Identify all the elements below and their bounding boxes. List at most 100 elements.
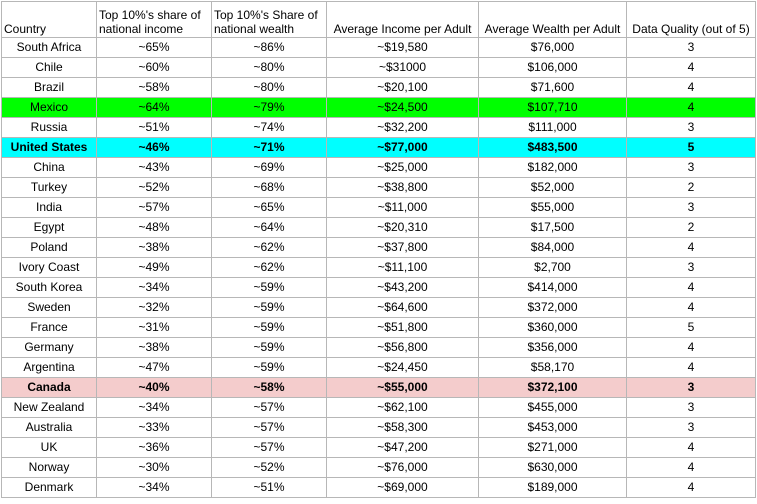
cell-data-quality[interactable]: 2 [626,217,756,238]
cell-income-share[interactable]: ~34% [96,477,212,498]
cell-data-quality[interactable]: 4 [626,77,756,98]
cell-avg-wealth[interactable]: $2,700 [478,257,627,278]
cell-avg-income[interactable]: ~$20,100 [326,77,479,98]
cell-avg-wealth[interactable]: $58,170 [478,357,627,378]
header-income-share[interactable]: Top 10%'s share of national income [96,1,212,38]
cell-avg-income[interactable]: ~$24,500 [326,97,479,118]
cell-avg-income[interactable]: ~$19,580 [326,37,479,58]
header-wealth-share[interactable]: Top 10%'s Share of national wealth [211,1,327,38]
cell-income-share[interactable]: ~65% [96,37,212,58]
cell-avg-income[interactable]: ~$38,800 [326,177,479,198]
cell-avg-wealth[interactable]: $106,000 [478,57,627,78]
cell-country[interactable]: Ivory Coast [1,257,97,278]
cell-wealth-share[interactable]: ~74% [211,117,327,138]
cell-data-quality[interactable]: 4 [626,97,756,118]
cell-data-quality[interactable]: 5 [626,137,756,158]
header-country[interactable]: Country [1,1,97,38]
cell-avg-wealth[interactable]: $52,000 [478,177,627,198]
cell-data-quality[interactable]: 3 [626,197,756,218]
cell-data-quality[interactable]: 3 [626,117,756,138]
header-avg-wealth[interactable]: Average Wealth per Adult [478,1,627,38]
cell-data-quality[interactable]: 4 [626,477,756,498]
cell-avg-income[interactable]: ~$77,000 [326,137,479,158]
cell-income-share[interactable]: ~36% [96,437,212,458]
cell-income-share[interactable]: ~60% [96,57,212,78]
cell-avg-wealth[interactable]: $182,000 [478,157,627,178]
cell-income-share[interactable]: ~38% [96,237,212,258]
cell-income-share[interactable]: ~33% [96,417,212,438]
cell-wealth-share[interactable]: ~59% [211,337,327,358]
cell-wealth-share[interactable]: ~52% [211,457,327,478]
cell-data-quality[interactable]: 4 [626,337,756,358]
cell-avg-income[interactable]: ~$56,800 [326,337,479,358]
cell-wealth-share[interactable]: ~65% [211,197,327,218]
cell-country[interactable]: South Korea [1,277,97,298]
cell-avg-wealth[interactable]: $453,000 [478,417,627,438]
cell-avg-wealth[interactable]: $71,600 [478,77,627,98]
cell-income-share[interactable]: ~51% [96,117,212,138]
cell-wealth-share[interactable]: ~59% [211,297,327,318]
cell-avg-wealth[interactable]: $455,000 [478,397,627,418]
cell-avg-income[interactable]: ~$20,310 [326,217,479,238]
cell-wealth-share[interactable]: ~59% [211,277,327,298]
cell-income-share[interactable]: ~58% [96,77,212,98]
cell-avg-wealth[interactable]: $630,000 [478,457,627,478]
cell-country[interactable]: United States [1,137,97,158]
cell-data-quality[interactable]: 4 [626,237,756,258]
cell-wealth-share[interactable]: ~69% [211,157,327,178]
cell-wealth-share[interactable]: ~80% [211,77,327,98]
cell-data-quality[interactable]: 3 [626,257,756,278]
cell-data-quality[interactable]: 4 [626,277,756,298]
cell-income-share[interactable]: ~40% [96,377,212,398]
cell-income-share[interactable]: ~47% [96,357,212,378]
cell-avg-income[interactable]: ~$55,000 [326,377,479,398]
cell-avg-wealth[interactable]: $76,000 [478,37,627,58]
cell-income-share[interactable]: ~46% [96,137,212,158]
cell-income-share[interactable]: ~49% [96,257,212,278]
cell-country[interactable]: France [1,317,97,338]
cell-country[interactable]: Turkey [1,177,97,198]
cell-wealth-share[interactable]: ~62% [211,257,327,278]
cell-avg-income[interactable]: ~$43,200 [326,277,479,298]
cell-avg-income[interactable]: ~$37,800 [326,237,479,258]
cell-country[interactable]: Sweden [1,297,97,318]
cell-avg-income[interactable]: ~$64,600 [326,297,479,318]
cell-avg-wealth[interactable]: $111,000 [478,117,627,138]
cell-country[interactable]: India [1,197,97,218]
cell-wealth-share[interactable]: ~57% [211,417,327,438]
cell-income-share[interactable]: ~57% [96,197,212,218]
cell-income-share[interactable]: ~38% [96,337,212,358]
header-avg-income[interactable]: Average Income per Adult [326,1,479,38]
cell-data-quality[interactable]: 4 [626,457,756,478]
cell-income-share[interactable]: ~32% [96,297,212,318]
cell-country[interactable]: Denmark [1,477,97,498]
cell-avg-income[interactable]: ~$25,000 [326,157,479,178]
cell-data-quality[interactable]: 3 [626,37,756,58]
cell-avg-wealth[interactable]: $356,000 [478,337,627,358]
cell-income-share[interactable]: ~34% [96,397,212,418]
cell-income-share[interactable]: ~64% [96,97,212,118]
cell-country[interactable]: Mexico [1,97,97,118]
cell-country[interactable]: Canada [1,377,97,398]
cell-wealth-share[interactable]: ~79% [211,97,327,118]
cell-country[interactable]: Poland [1,237,97,258]
cell-data-quality[interactable]: 4 [626,357,756,378]
cell-wealth-share[interactable]: ~68% [211,177,327,198]
cell-data-quality[interactable]: 3 [626,417,756,438]
cell-country[interactable]: Norway [1,457,97,478]
cell-avg-income[interactable]: ~$24,450 [326,357,479,378]
cell-avg-income[interactable]: ~$11,100 [326,257,479,278]
cell-wealth-share[interactable]: ~80% [211,57,327,78]
cell-country[interactable]: Chile [1,57,97,78]
cell-wealth-share[interactable]: ~62% [211,237,327,258]
cell-wealth-share[interactable]: ~59% [211,317,327,338]
cell-country[interactable]: Australia [1,417,97,438]
header-data-quality[interactable]: Data Quality (out of 5) [626,1,756,38]
cell-avg-income[interactable]: ~$69,000 [326,477,479,498]
cell-data-quality[interactable]: 4 [626,437,756,458]
cell-data-quality[interactable]: 4 [626,57,756,78]
cell-country[interactable]: UK [1,437,97,458]
cell-avg-wealth[interactable]: $107,710 [478,97,627,118]
cell-avg-wealth[interactable]: $189,000 [478,477,627,498]
cell-avg-income[interactable]: ~$62,100 [326,397,479,418]
